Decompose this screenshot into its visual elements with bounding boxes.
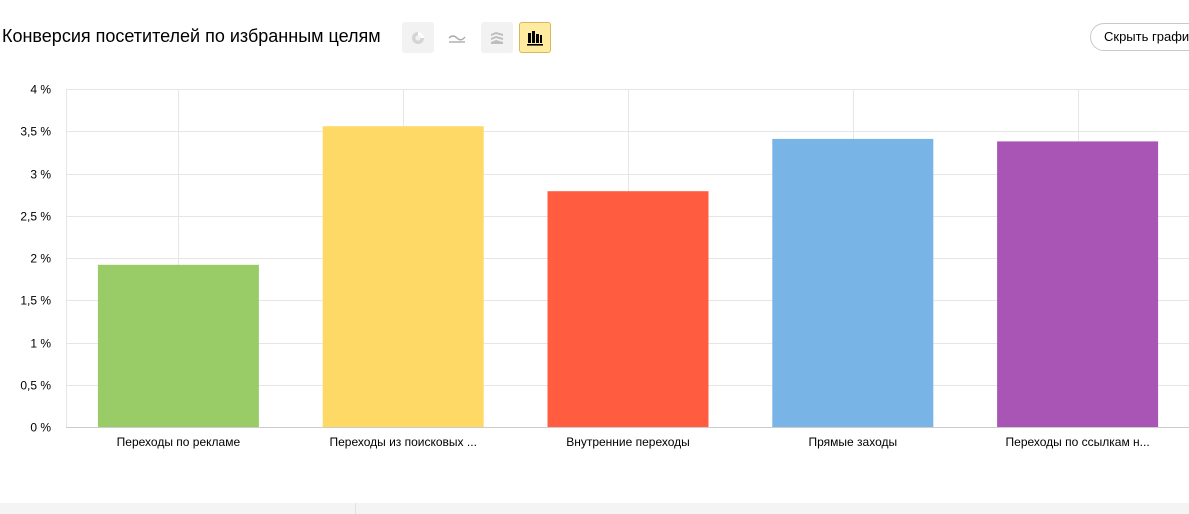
y-tick-label: 1,5 %: [20, 294, 51, 308]
pie-chart-icon: [412, 31, 424, 44]
chart-header: Конверсия посетителей по избранным целям: [0, 20, 1189, 56]
x-tick-label: Переходы по ссылкам н...: [1006, 435, 1150, 449]
y-tick-label: 2 %: [30, 252, 51, 266]
y-tick-label: 3 %: [30, 168, 51, 182]
table-header-strip: [0, 503, 1189, 514]
bar[interactable]: [772, 138, 934, 427]
y-tick-label: 4 %: [30, 83, 51, 97]
y-tick-label: 2,5 %: [20, 210, 51, 224]
bar[interactable]: [547, 191, 709, 427]
line-chart-icon: [448, 34, 466, 43]
bar-chart: 0 % 0,5 % 1 % 1,5 % 2 % 2,5 % 3 % 3,5 % 4 % Пере…: [20, 83, 1189, 449]
bar[interactable]: [97, 264, 259, 427]
bar-view-button[interactable]: [519, 22, 551, 53]
x-tick-label: Прямые заходы: [808, 435, 897, 449]
x-tick-label: Переходы из поисковых ...: [329, 435, 476, 449]
area-view-button[interactable]: [481, 22, 513, 53]
chart-bars: [97, 126, 1159, 427]
line-view-button[interactable]: [441, 22, 473, 53]
y-tick-label: 1 %: [30, 337, 51, 351]
x-axis-labels: Переходы по рекламе Переходы из поисковых…: [117, 435, 1150, 449]
area-chart-icon: [491, 31, 503, 44]
y-tick-label: 3,5 %: [20, 125, 51, 139]
y-axis-ticks: 0 % 0,5 % 1 % 1,5 % 2 % 2,5 % 3 % 3,5 % 4 %: [20, 83, 51, 435]
chart-title: Конверсия посетителей по избранным целям: [2, 26, 381, 46]
bar[interactable]: [322, 126, 484, 427]
hide-chart-button[interactable]: Скрыть графи: [1090, 23, 1189, 51]
y-tick-label: 0 %: [30, 421, 51, 435]
y-tick-label: 0,5 %: [20, 379, 51, 393]
x-tick-label: Внутренние переходы: [566, 435, 690, 449]
bar-chart-icon: [527, 30, 543, 46]
pie-view-button[interactable]: [402, 22, 434, 53]
bar[interactable]: [997, 141, 1159, 427]
x-tick-label: Переходы по рекламе: [117, 435, 241, 449]
table-column-divider: [355, 503, 356, 514]
